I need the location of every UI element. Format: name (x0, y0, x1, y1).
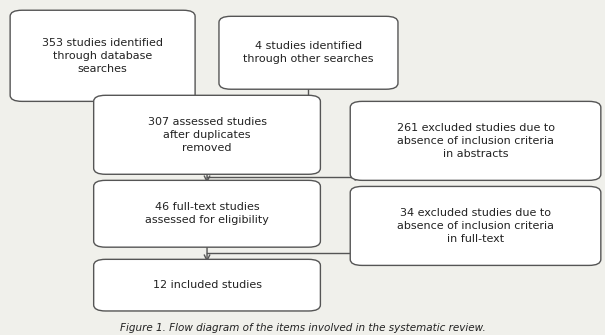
FancyBboxPatch shape (350, 187, 601, 265)
Text: 307 assessed studies
after duplicates
removed: 307 assessed studies after duplicates re… (148, 117, 267, 153)
FancyBboxPatch shape (10, 10, 195, 102)
Text: 12 included studies: 12 included studies (152, 280, 261, 290)
Text: Figure 1. Flow diagram of the items involved in the systematic review.: Figure 1. Flow diagram of the items invo… (120, 323, 485, 333)
FancyBboxPatch shape (219, 16, 398, 89)
FancyBboxPatch shape (94, 259, 321, 311)
Text: 34 excluded studies due to
absence of inclusion criteria
in full-text: 34 excluded studies due to absence of in… (397, 208, 554, 244)
Text: 46 full-text studies
assessed for eligibility: 46 full-text studies assessed for eligib… (145, 202, 269, 225)
Text: 353 studies identified
through database
searches: 353 studies identified through database … (42, 38, 163, 74)
FancyBboxPatch shape (94, 180, 321, 247)
FancyBboxPatch shape (350, 102, 601, 180)
Text: 261 excluded studies due to
absence of inclusion criteria
in abstracts: 261 excluded studies due to absence of i… (396, 123, 555, 159)
FancyBboxPatch shape (94, 95, 321, 174)
Text: 4 studies identified
through other searches: 4 studies identified through other searc… (243, 41, 374, 64)
